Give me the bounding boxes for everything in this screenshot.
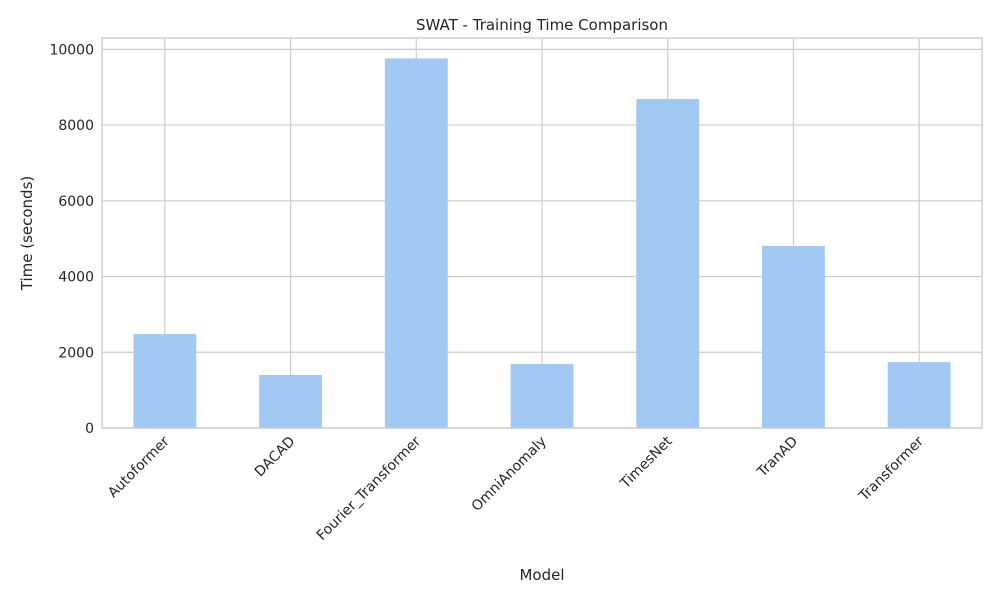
y-tick-label: 10000 [49, 42, 94, 58]
x-tick-label: OmniAnomaly [469, 434, 550, 515]
bars [133, 58, 951, 429]
bar-autoformer [133, 334, 197, 428]
x-axis-title: Model [519, 566, 564, 584]
y-tick-label: 4000 [58, 270, 94, 286]
x-tick-label: DACAD [252, 434, 299, 481]
bar-omnianomaly [510, 364, 574, 428]
x-tick-label: Transformer [856, 433, 928, 505]
x-tick-labels: Autoformer DACAD Fourier_Transformer OmniAn… [105, 433, 927, 544]
bar-tranad [762, 245, 825, 428]
y-tick-label: 2000 [58, 345, 94, 361]
x-tick-label: Fourier_Transformer [314, 433, 424, 543]
x-tick-label: TranAD [754, 434, 801, 481]
bar-fourier-transformer [384, 58, 448, 429]
y-axis-title: Time (seconds) [18, 176, 36, 292]
y-tick-label: 8000 [58, 118, 94, 134]
y-tick-label: 0 [85, 421, 94, 437]
bar-dacad [259, 374, 322, 428]
bar-timesnet [636, 98, 700, 428]
y-tick-label: 6000 [58, 194, 94, 210]
bar-transformer [887, 362, 951, 428]
x-tick-label: TimesNet [617, 433, 676, 492]
y-tick-labels: 0 2000 4000 6000 8000 10000 [49, 42, 94, 437]
x-tick-label: Autoformer [105, 433, 173, 501]
plot-frame [101, 37, 983, 429]
chart-title: SWAT - Training Time Comparison [416, 16, 668, 34]
